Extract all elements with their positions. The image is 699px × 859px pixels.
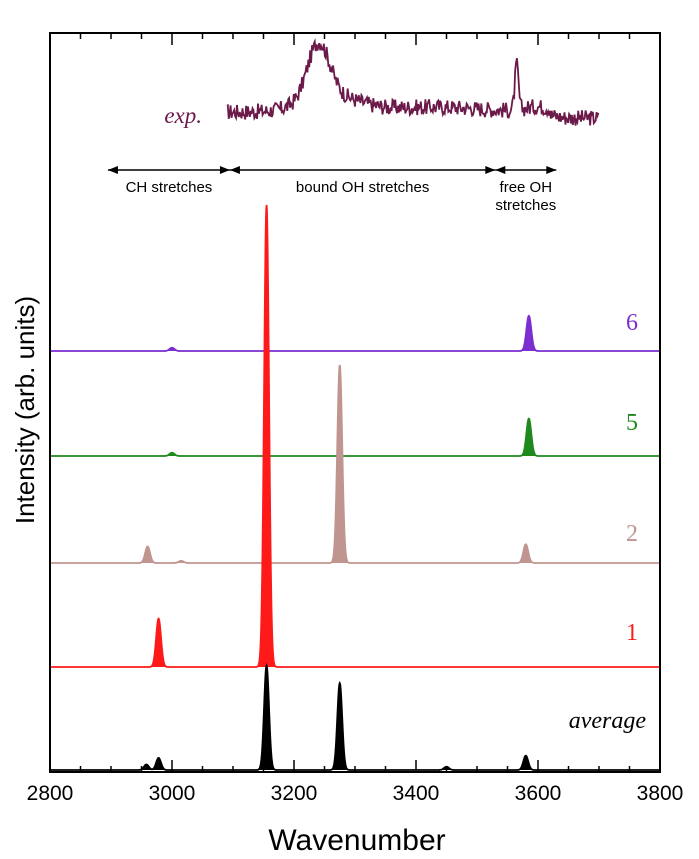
series-5: 5 bbox=[50, 410, 660, 457]
region-label: bound OH stretches bbox=[296, 179, 429, 196]
series-label: 1 bbox=[626, 620, 638, 646]
series-label: 2 bbox=[626, 521, 638, 547]
axes: 2800 3000 3200 3400 3600 3800 bbox=[27, 32, 684, 805]
experiment-label: exp. bbox=[164, 103, 202, 128]
x-tick-label: 3000 bbox=[149, 782, 196, 805]
arrow-head bbox=[495, 166, 506, 174]
y-axis-label: Intensity (arb. units) bbox=[10, 296, 40, 524]
x-tick-label: 3800 bbox=[637, 782, 684, 805]
arrow-head bbox=[219, 166, 230, 174]
series-line bbox=[50, 364, 660, 564]
series-1: 1 bbox=[50, 204, 660, 668]
plot-frame bbox=[49, 32, 661, 773]
arrow-head bbox=[229, 166, 240, 174]
series-label: 6 bbox=[626, 310, 638, 336]
series-fill bbox=[50, 418, 660, 456]
arrow-head bbox=[485, 166, 496, 174]
arrow-head bbox=[107, 166, 118, 174]
arrow-head bbox=[546, 166, 557, 174]
experiment-trace-group: exp. bbox=[164, 37, 600, 128]
series-line bbox=[50, 204, 660, 668]
series-line bbox=[50, 314, 660, 352]
x-tick-label: 3600 bbox=[515, 782, 562, 805]
series-fill bbox=[50, 315, 660, 351]
region-label: CH stretches bbox=[126, 179, 213, 196]
x-tick-label: 2800 bbox=[27, 782, 74, 805]
series-fill bbox=[50, 365, 660, 563]
series-label: 5 bbox=[626, 410, 638, 436]
series-label: average bbox=[569, 708, 647, 734]
series-6: 6 bbox=[50, 310, 660, 352]
x-axis-label: Wavenumber bbox=[268, 824, 445, 857]
series-fill bbox=[50, 205, 660, 667]
series-average: average bbox=[50, 662, 660, 771]
region-annotations: CH stretches bound OH stretches free OH str… bbox=[107, 166, 557, 214]
experiment-trace bbox=[226, 37, 600, 126]
x-tick-label: 3400 bbox=[393, 782, 440, 805]
x-tick-label: 3200 bbox=[271, 782, 318, 805]
series-group: 6 5 2 1 average bbox=[50, 204, 660, 771]
series-line bbox=[50, 417, 660, 457]
series-2: 2 bbox=[50, 364, 660, 564]
region-label: free OH stretches bbox=[495, 179, 556, 214]
